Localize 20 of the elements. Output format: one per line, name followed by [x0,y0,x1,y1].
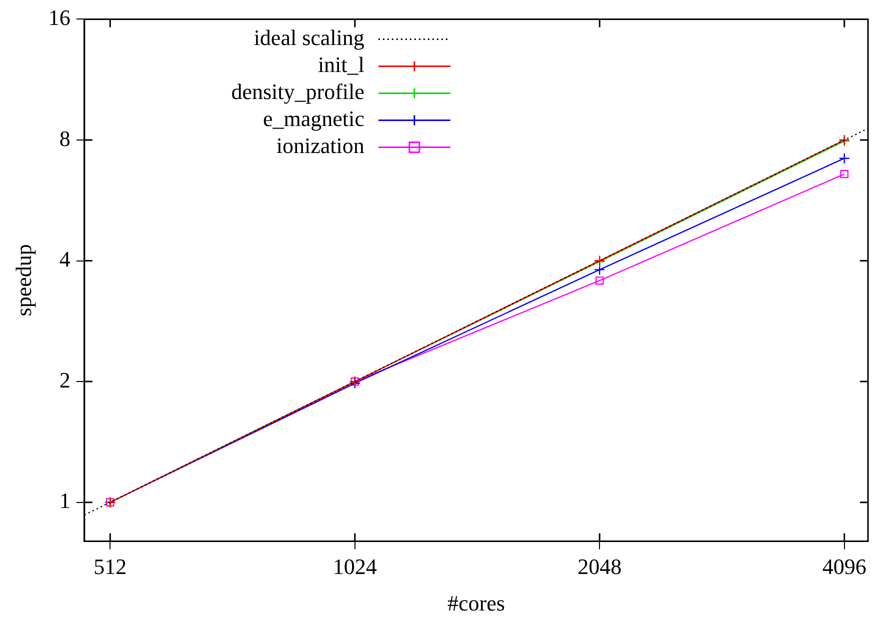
y-tick-label: 4 [59,246,70,272]
x-tick-label: 4096 [822,554,866,580]
legend-label: density_profile [231,78,364,104]
y-axis-title: speedup [10,244,36,316]
point [838,152,850,164]
x-axis-title: #cores [447,590,505,616]
legend-label: ideal scaling [254,24,364,50]
y-tick-label: 16 [48,4,70,30]
y-tick-label: 8 [59,126,70,151]
point [840,170,848,178]
point [595,276,604,285]
point [594,264,606,276]
legend-label: init_l [318,52,364,77]
legend-label: e_magnetic [262,106,365,131]
x-tick-label: 1024 [332,554,377,580]
y-tick-label: 1 [59,488,70,514]
x-tick-label: 2048 [578,554,622,580]
y-tick-label: 2 [59,367,70,392]
legend-label: ionization [276,132,364,158]
x-tick-label: 512 [94,554,127,580]
